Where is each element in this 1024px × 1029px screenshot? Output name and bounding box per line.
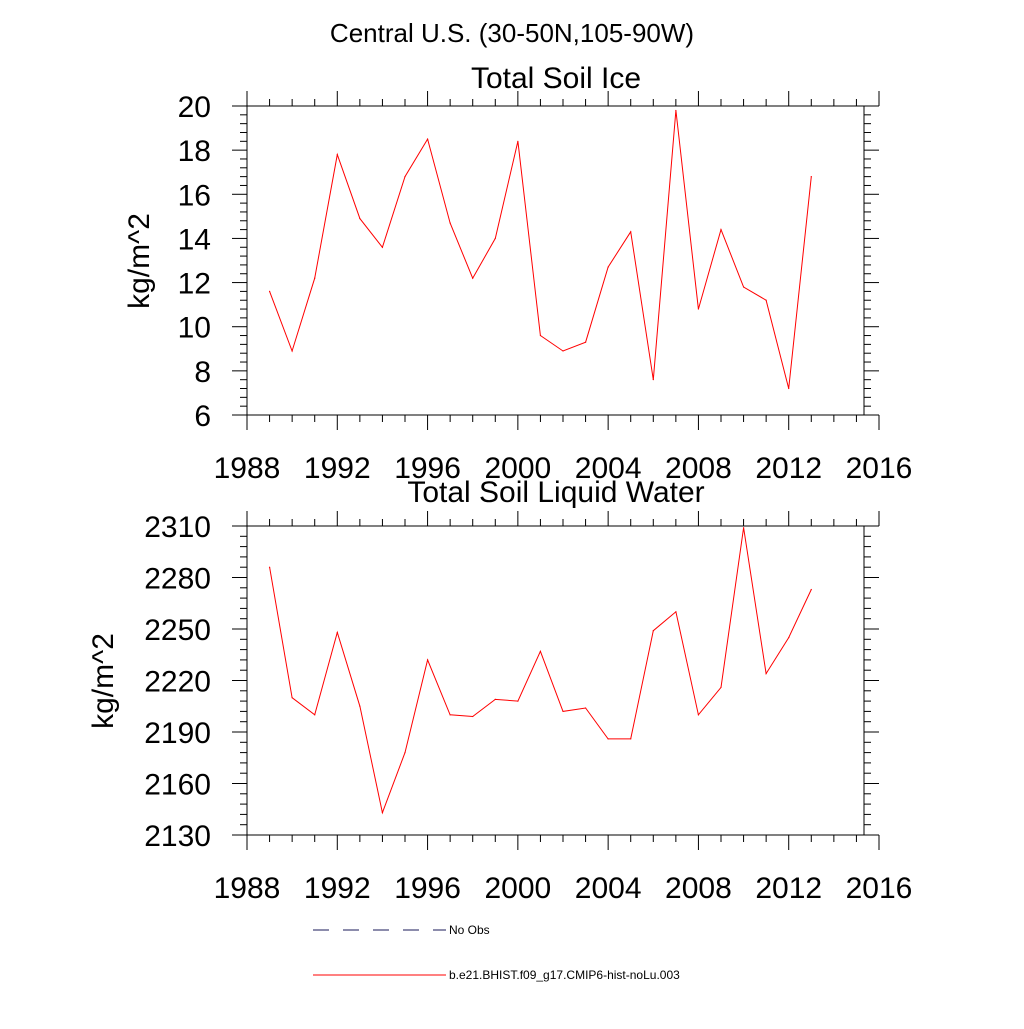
data-point — [810, 176, 812, 178]
data-point — [675, 611, 677, 613]
data-point — [584, 707, 587, 709]
data-point — [630, 738, 632, 740]
data-point — [426, 659, 429, 661]
data-point — [336, 153, 338, 156]
y-tick-label: 2280 — [144, 563, 211, 596]
data-point — [291, 350, 293, 352]
data-point — [720, 229, 722, 231]
x-tick-label: 1992 — [304, 452, 371, 485]
panel-soil-liquid-water: Total Soil Liquid Water kg/m^2 1988 1992 1… — [87, 476, 912, 905]
y-tick-label: 12 — [178, 268, 211, 301]
data-point — [494, 237, 496, 240]
data-point — [472, 277, 474, 279]
legend-label-model: b.e21.BHIST.f09_g17.CMIP6-hist-noLu.003 — [449, 968, 680, 982]
data-point — [630, 231, 632, 233]
x-tick-label: 2012 — [755, 452, 822, 485]
data-point — [359, 217, 361, 220]
data-point — [472, 715, 474, 718]
y-tick-label: 18 — [178, 135, 211, 168]
data-point — [788, 387, 790, 390]
x-tick-label: 1992 — [304, 872, 371, 905]
data-point — [562, 710, 564, 713]
x-tick-label: 2004 — [575, 452, 642, 485]
data-point — [381, 246, 384, 248]
y-tick-label: 2130 — [144, 820, 211, 853]
data-point — [810, 588, 812, 591]
data-point — [539, 334, 542, 337]
x-tick-label: 2000 — [484, 452, 551, 485]
panel-title: Total Soil Ice — [471, 62, 641, 95]
data-point — [742, 527, 745, 529]
data-point — [517, 700, 519, 702]
data-point — [291, 697, 293, 699]
y-tick-label: 2310 — [144, 511, 211, 544]
y-tick-label: 2160 — [144, 769, 211, 802]
y-tick-label: 8 — [194, 356, 211, 389]
y-tick-label: 16 — [178, 179, 211, 212]
data-point — [268, 566, 271, 568]
data-point — [675, 109, 677, 112]
data-point — [562, 350, 564, 352]
figure-suptitle: Central U.S. (30-50N,105-90W) — [330, 18, 694, 48]
data-point — [314, 714, 316, 716]
data-point — [765, 673, 767, 675]
x-tick-label: 1996 — [394, 452, 461, 485]
y-tick-label: 10 — [178, 312, 211, 345]
data-point — [652, 630, 654, 632]
x-tick-label: 2000 — [484, 872, 551, 905]
series-line — [269, 110, 812, 389]
data-point — [607, 738, 609, 740]
data-point — [697, 308, 700, 310]
y-tick-label: 6 — [194, 400, 211, 433]
data-point — [426, 138, 429, 140]
data-point — [381, 812, 384, 814]
legend: No Obs b.e21.BHIST.f09_g17.CMIP6-hist-no… — [313, 923, 680, 982]
data-point — [494, 698, 496, 700]
x-tick-label: 2008 — [665, 452, 732, 485]
y-axis-label: kg/m^2 — [87, 633, 120, 729]
data-point — [314, 277, 316, 279]
x-tick-label: 2016 — [846, 872, 913, 905]
series-line — [269, 527, 812, 815]
x-tick-label: 2004 — [575, 872, 642, 905]
x-tick-label: 1988 — [214, 452, 281, 485]
data-point — [788, 636, 790, 639]
data-point — [404, 176, 406, 178]
data-point — [268, 290, 271, 292]
data-point — [517, 140, 519, 142]
data-point — [720, 686, 722, 688]
legend-label-no-obs: No Obs — [449, 923, 490, 937]
y-axis-label: kg/m^2 — [123, 213, 156, 309]
panel-title: Total Soil Liquid Water — [407, 476, 704, 509]
y-tick-label: 2250 — [144, 614, 211, 647]
data-point — [765, 299, 767, 301]
data-point — [359, 705, 361, 707]
data-point — [404, 752, 406, 754]
data-point — [584, 341, 587, 343]
x-tick-label: 1988 — [214, 872, 281, 905]
data-point — [652, 379, 654, 381]
data-point — [336, 631, 338, 634]
data-point — [697, 714, 700, 716]
x-tick-label: 2012 — [755, 872, 822, 905]
panel-soil-ice: Total Soil Ice kg/m^2 1988 1992 1996 2000 20… — [123, 62, 912, 485]
y-tick-label: 2220 — [144, 666, 211, 699]
data-point — [449, 714, 451, 716]
x-tick-label: 2016 — [846, 452, 913, 485]
data-point — [449, 222, 451, 224]
y-tick-label: 14 — [178, 223, 211, 256]
data-point — [607, 266, 609, 268]
y-tick-label: 2190 — [144, 717, 211, 750]
data-point — [539, 650, 542, 652]
y-tick-label: 20 — [178, 91, 211, 124]
data-point — [742, 286, 745, 288]
x-tick-label: 1996 — [394, 872, 461, 905]
x-tick-label: 2008 — [665, 872, 732, 905]
